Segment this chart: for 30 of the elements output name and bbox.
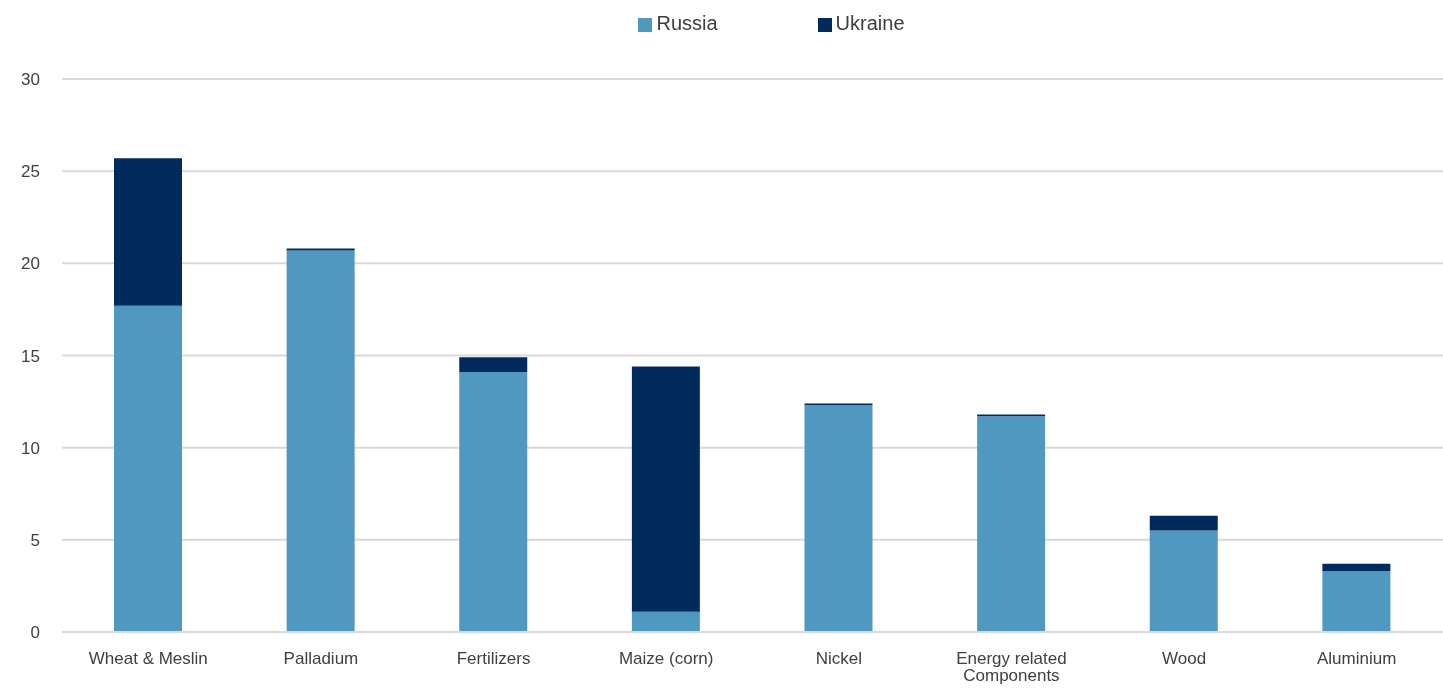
bar bbox=[1322, 571, 1391, 632]
y-tick-label: 5 bbox=[30, 530, 40, 550]
bar bbox=[631, 611, 700, 632]
y-tick-label: 10 bbox=[21, 438, 40, 458]
bar bbox=[114, 158, 182, 306]
y-tick-label: 30 bbox=[21, 70, 40, 90]
y-tick-label: 20 bbox=[21, 254, 40, 274]
bar bbox=[114, 305, 182, 632]
y-tick-label: 0 bbox=[30, 623, 40, 643]
bar bbox=[804, 405, 873, 632]
x-tick-label: Fertilizers bbox=[456, 649, 531, 669]
y-tick-label: 25 bbox=[21, 162, 40, 182]
bar bbox=[459, 357, 528, 373]
x-tick-label: Wood bbox=[1162, 649, 1207, 669]
bar bbox=[1149, 515, 1218, 531]
x-tick-label: Nickel bbox=[815, 649, 862, 669]
bar bbox=[459, 372, 528, 632]
x-tick-label: Aluminium bbox=[1317, 649, 1397, 669]
bar bbox=[286, 250, 355, 632]
x-tick-label: Wheat & Meslin bbox=[88, 649, 208, 669]
legend-label: Russia bbox=[656, 12, 718, 34]
bar bbox=[1149, 530, 1218, 632]
legend-label: Ukraine bbox=[835, 12, 905, 34]
x-tick-label: Maize (corn) bbox=[618, 649, 714, 669]
bar bbox=[631, 366, 700, 612]
bar bbox=[977, 416, 1046, 632]
y-tick-label: 15 bbox=[21, 346, 40, 366]
bar bbox=[1322, 563, 1391, 572]
x-tick-label: Palladium bbox=[283, 649, 359, 669]
x-tick-label: Energy related Components bbox=[956, 649, 1067, 686]
